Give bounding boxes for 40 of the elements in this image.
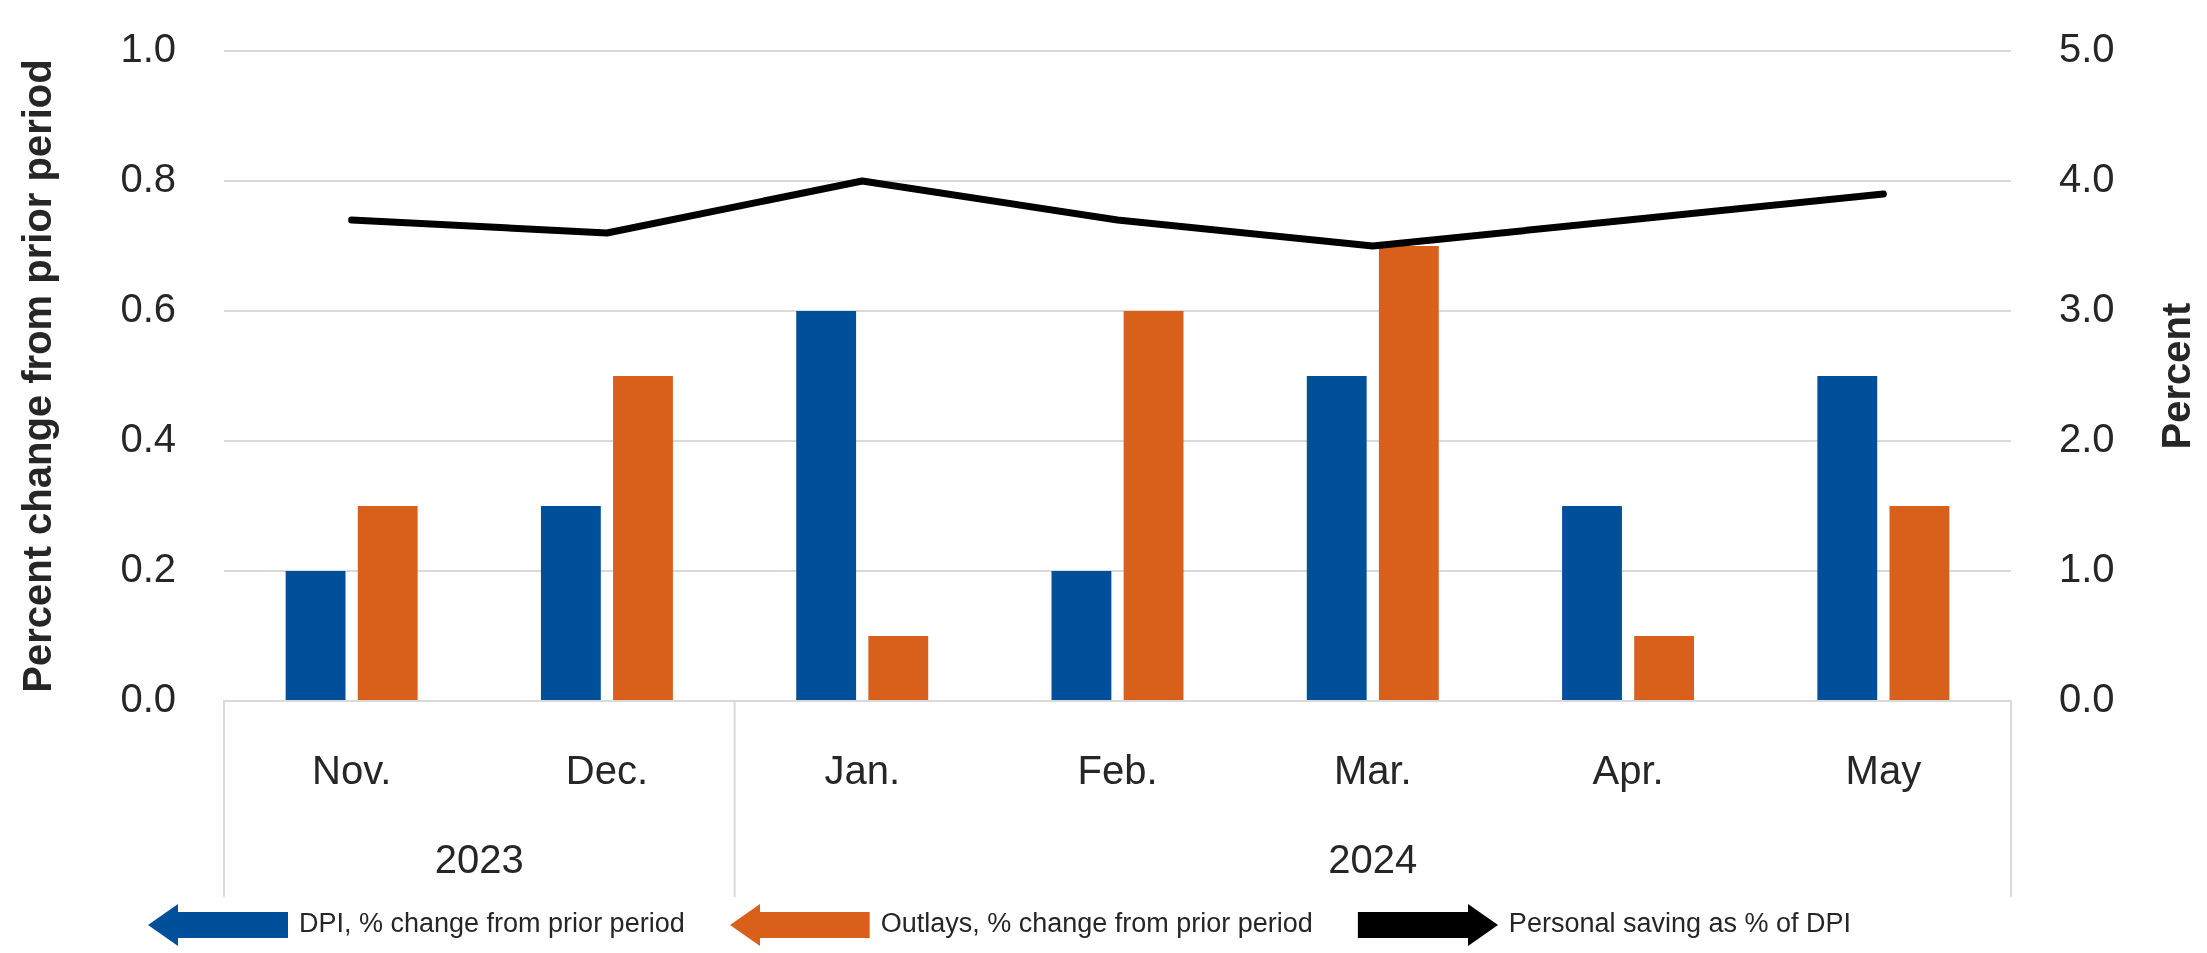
text: 2023 [434,837,524,882]
bar [1051,571,1112,700]
y2-tick-label: 5.0 [2059,26,2115,71]
y-tick-label: 0.2 [120,546,176,591]
text: 2024 [1328,837,1418,882]
bar [1817,376,1878,700]
y2-tick-label: 1.0 [2059,546,2115,591]
y-tick-label: 0.0 [120,676,176,721]
bar [1889,506,1950,700]
bar [1378,246,1439,700]
bar [1123,311,1184,700]
x-tick-label: Nov. [312,748,392,793]
legend-label: Outlays, % change from prior period [880,908,1313,939]
y-tick-label: 0.4 [120,416,176,461]
bar [613,376,673,700]
bar [540,506,601,700]
y-tick-label: 1.0 [120,26,176,71]
legend-label: Personal saving as % of DPI [1508,908,1852,939]
y2-axis-title: Percent [2154,302,2199,450]
bar [1634,636,1695,700]
y-tick-label: 0.6 [120,286,176,331]
bar [285,571,346,700]
bar [1562,506,1622,700]
bar [357,506,418,700]
y2-tick-label: 4.0 [2059,156,2115,201]
bar [868,636,929,700]
y-axis-title: Percent change from prior period [15,59,60,693]
x-tick-label: Jan. [824,748,901,793]
x-tick-label: Mar. [1333,748,1412,793]
y2-tick-label: 0.0 [2059,676,2115,721]
y2-tick-label: 2.0 [2059,416,2115,461]
bar [1306,376,1367,700]
y2-tick-label: 3.0 [2059,286,2115,331]
legend-label: DPI, % change from prior period [299,908,685,939]
bar [796,311,857,700]
x-tick-label: Feb. [1077,748,1158,793]
x-tick-label: Dec. [565,748,649,793]
x-tick-label: May [1845,748,1922,793]
y-tick-label: 0.8 [120,156,176,201]
x-tick-label: Apr. [1592,748,1664,793]
